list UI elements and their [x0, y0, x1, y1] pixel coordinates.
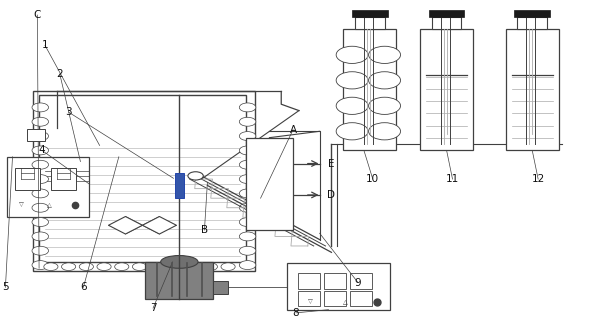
Text: 4: 4	[38, 145, 46, 156]
Text: D: D	[327, 190, 336, 200]
Circle shape	[32, 189, 49, 198]
Circle shape	[336, 46, 368, 63]
Bar	[506, 29, 559, 150]
Circle shape	[239, 246, 256, 255]
Bar	[246, 138, 293, 230]
Polygon shape	[143, 217, 176, 234]
Text: A: A	[289, 125, 297, 135]
Circle shape	[115, 263, 129, 270]
Bar	[432, 17, 462, 29]
Circle shape	[150, 263, 165, 270]
Circle shape	[79, 263, 94, 270]
Bar	[287, 263, 391, 310]
Circle shape	[32, 132, 49, 140]
Circle shape	[336, 123, 368, 140]
Text: 11: 11	[446, 174, 459, 184]
Text: △: △	[343, 299, 348, 304]
Circle shape	[239, 260, 256, 269]
Circle shape	[336, 72, 368, 89]
Circle shape	[239, 117, 256, 126]
Circle shape	[239, 203, 256, 212]
Text: 1: 1	[41, 40, 49, 50]
Text: C: C	[34, 10, 41, 20]
Circle shape	[239, 175, 256, 184]
Circle shape	[32, 160, 49, 169]
Bar	[350, 273, 372, 289]
Circle shape	[336, 97, 368, 115]
Circle shape	[185, 263, 200, 270]
Text: 7: 7	[150, 303, 156, 313]
Circle shape	[44, 263, 58, 270]
Bar	[517, 17, 547, 29]
Bar	[343, 29, 397, 150]
Bar	[429, 10, 465, 17]
Circle shape	[369, 46, 401, 63]
Circle shape	[32, 246, 49, 255]
Circle shape	[32, 232, 49, 241]
Bar	[324, 273, 346, 289]
Bar	[298, 291, 320, 307]
Text: E: E	[328, 158, 334, 169]
Circle shape	[97, 263, 111, 270]
Polygon shape	[108, 217, 143, 234]
Circle shape	[188, 172, 203, 180]
Bar	[175, 173, 184, 198]
Text: 9: 9	[355, 278, 361, 288]
Bar	[51, 168, 76, 190]
Bar	[15, 168, 40, 190]
Bar	[7, 157, 89, 217]
Circle shape	[239, 232, 256, 241]
Circle shape	[32, 103, 49, 112]
Circle shape	[369, 123, 401, 140]
Bar	[27, 129, 45, 141]
Text: 6: 6	[80, 282, 86, 292]
Circle shape	[32, 203, 49, 212]
Bar	[514, 10, 550, 17]
Bar	[355, 17, 385, 29]
Circle shape	[62, 263, 76, 270]
Text: ▽: ▽	[19, 202, 24, 207]
Circle shape	[239, 146, 256, 155]
Bar	[298, 273, 320, 289]
Circle shape	[221, 263, 235, 270]
Circle shape	[203, 263, 217, 270]
Circle shape	[133, 263, 147, 270]
Bar	[324, 291, 346, 307]
Text: 3: 3	[65, 107, 72, 117]
Bar	[352, 10, 388, 17]
Text: 2: 2	[56, 69, 63, 79]
Bar	[420, 29, 473, 150]
Bar	[39, 95, 246, 262]
Circle shape	[239, 160, 256, 169]
Bar	[33, 92, 255, 271]
Circle shape	[32, 175, 49, 184]
Text: △: △	[47, 202, 52, 207]
Circle shape	[32, 146, 49, 155]
Circle shape	[239, 218, 256, 227]
Circle shape	[369, 72, 401, 89]
Text: 5: 5	[2, 282, 9, 292]
Text: 8: 8	[292, 308, 300, 318]
Bar	[146, 262, 213, 299]
Text: 10: 10	[366, 174, 379, 184]
Circle shape	[32, 218, 49, 227]
Bar	[350, 291, 372, 307]
Ellipse shape	[160, 256, 198, 268]
Circle shape	[32, 260, 49, 269]
Circle shape	[32, 117, 49, 126]
Circle shape	[369, 97, 401, 115]
Circle shape	[239, 103, 256, 112]
Circle shape	[239, 132, 256, 140]
Text: B: B	[201, 225, 208, 235]
Circle shape	[239, 189, 256, 198]
Text: ▽: ▽	[308, 299, 313, 304]
Text: 12: 12	[532, 174, 545, 184]
Bar	[213, 281, 228, 294]
Circle shape	[168, 263, 182, 270]
